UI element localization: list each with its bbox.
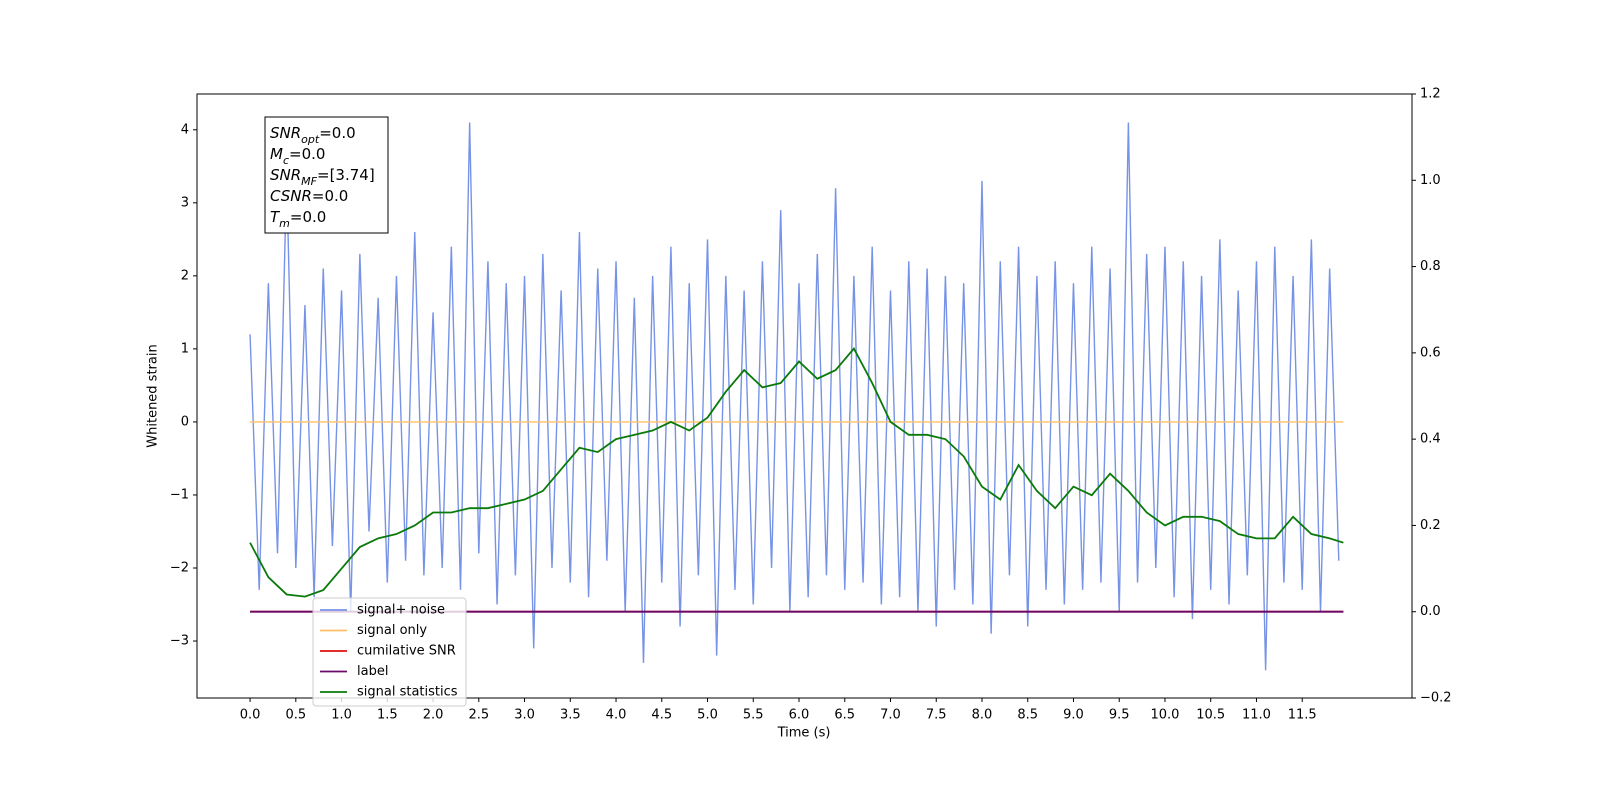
x-tick-label: 0.5 bbox=[285, 708, 306, 723]
x-tick-label: 4.0 bbox=[606, 708, 627, 723]
annotation-base: M bbox=[270, 145, 283, 163]
x-tick-label: 10.0 bbox=[1150, 708, 1179, 723]
annotation-rest: =0.0 bbox=[319, 124, 355, 142]
y2-tick-label: 0.4 bbox=[1420, 432, 1441, 447]
legend: signal+ noise signal only cumilative SNR la… bbox=[312, 597, 467, 707]
legend-label: signal+ noise bbox=[357, 603, 445, 618]
series-line bbox=[249, 122, 1340, 671]
x-tick-label: 1.5 bbox=[377, 708, 398, 723]
x-tick-label: 0.0 bbox=[240, 708, 261, 723]
y-axis-label: Whitened strain bbox=[146, 344, 161, 447]
annotation-base: CSNR bbox=[270, 187, 312, 205]
annotation-line: Mc=0.0 bbox=[270, 145, 325, 167]
plot-frame bbox=[196, 93, 1413, 699]
y-tick-label: −1 bbox=[170, 487, 189, 502]
annotation-base: T bbox=[270, 208, 281, 226]
annotation-line: SNRopt=0.0 bbox=[270, 124, 356, 146]
y-tick-label: −3 bbox=[170, 634, 189, 649]
x-axis-label: Time (s) bbox=[777, 726, 831, 741]
annotation-sub: opt bbox=[301, 133, 320, 146]
x-tick-label: 5.5 bbox=[743, 708, 764, 723]
y-tick-label: 3 bbox=[181, 195, 189, 210]
y-tick-label: 2 bbox=[181, 268, 189, 283]
y2-tick-label: 0.0 bbox=[1420, 604, 1441, 619]
annotation-rest: =0.0 bbox=[290, 208, 326, 226]
annotation-base: SNR bbox=[270, 124, 301, 142]
annotation-sub: MF bbox=[301, 175, 317, 188]
y-tick-label: 0 bbox=[181, 414, 189, 429]
legend-label: label bbox=[357, 664, 388, 679]
x-tick-label: 3.0 bbox=[514, 708, 535, 723]
y2-tick-label: −0.2 bbox=[1420, 691, 1452, 706]
legend-label: signal only bbox=[357, 623, 427, 638]
annotation-sub: m bbox=[279, 217, 290, 230]
x-tick-label: 3.5 bbox=[560, 708, 581, 723]
annotation-rest: =0.0 bbox=[312, 187, 348, 205]
x-tick-label: 11.0 bbox=[1242, 708, 1271, 723]
x-tick-label: 8.5 bbox=[1017, 708, 1038, 723]
x-tick-label: 8.0 bbox=[972, 708, 993, 723]
annotation-line: SNRMF=[3.74] bbox=[270, 166, 375, 188]
y2-tick-label: 0.6 bbox=[1420, 345, 1441, 360]
annotation-line: CSNR=0.0 bbox=[270, 187, 348, 205]
annotation-rest: =0.0 bbox=[289, 145, 325, 163]
legend-label: signal statistics bbox=[357, 685, 458, 700]
x-tick-label: 1.0 bbox=[331, 708, 352, 723]
y2-tick-label: 1.0 bbox=[1420, 173, 1441, 188]
x-tick-label: 5.0 bbox=[697, 708, 718, 723]
x-tick-label: 11.5 bbox=[1288, 708, 1317, 723]
x-tick-label: 9.5 bbox=[1109, 708, 1130, 723]
annotation-base: SNR bbox=[270, 166, 301, 184]
y-tick-label: −2 bbox=[170, 560, 189, 575]
x-tick-label: 4.5 bbox=[651, 708, 672, 723]
y-tick-label: 1 bbox=[181, 341, 189, 356]
annotation-box bbox=[264, 116, 389, 234]
annotation: SNRopt=0.0Mc=0.0SNRMF=[3.74]CSNR=0.0Tm=0… bbox=[264, 116, 389, 234]
x-tick-label: 6.0 bbox=[789, 708, 810, 723]
annotation-line: Tm=0.0 bbox=[270, 208, 326, 230]
x-tick-label: 2.0 bbox=[423, 708, 444, 723]
legend-box bbox=[312, 597, 467, 707]
x-tick-label: 6.5 bbox=[834, 708, 855, 723]
x-tick-label: 7.5 bbox=[926, 708, 947, 723]
y2-tick-label: 0.2 bbox=[1420, 518, 1441, 533]
y2-tick-label: 0.8 bbox=[1420, 259, 1441, 274]
x-tick-label: 7.0 bbox=[880, 708, 901, 723]
series-line bbox=[249, 346, 1344, 598]
y-tick-label: 4 bbox=[181, 122, 189, 137]
annotation-rest: =[3.74] bbox=[317, 166, 375, 184]
y2-tick-label: 1.2 bbox=[1420, 87, 1441, 102]
x-tick-label: 2.5 bbox=[468, 708, 489, 723]
x-tick-label: 9.0 bbox=[1063, 708, 1084, 723]
x-tick-label: 10.5 bbox=[1196, 708, 1225, 723]
legend-label: cumilative SNR bbox=[357, 644, 456, 659]
annotation-sub: c bbox=[283, 154, 289, 167]
